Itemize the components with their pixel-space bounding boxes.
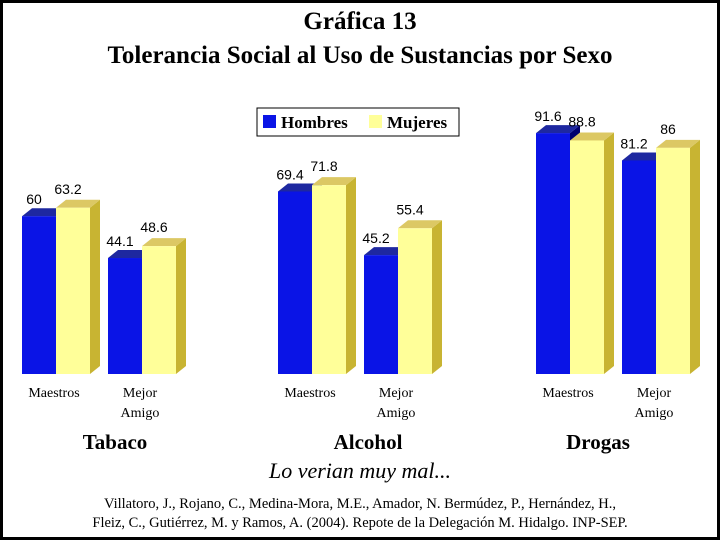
data-label-mujeres-4: 88.8: [568, 113, 595, 129]
bar-hombres-5-front: [622, 160, 656, 374]
bar-mujeres-1-front: [142, 246, 176, 374]
bar-hombres-4-front: [536, 133, 570, 374]
group-label-tabaco: Tabaco: [83, 430, 148, 454]
bar-mujeres-4-top: [570, 132, 614, 141]
group-label-drogas: Drogas: [566, 430, 630, 454]
bar-mujeres-5-top: [656, 139, 700, 148]
legend-box: [256, 107, 460, 137]
bar-mujeres-1: [142, 238, 186, 374]
data-label-hombres-2: 69.4: [276, 166, 303, 182]
bar-mujeres-4-side: [604, 132, 614, 374]
category-label-1: Mejor: [123, 386, 158, 401]
bar-mujeres-2-top: [312, 177, 356, 186]
bar-mujeres-0-side: [90, 199, 100, 374]
bar-hombres-4-top: [536, 125, 580, 134]
bar-hombres-0-top: [22, 208, 66, 217]
category-label-3: Mejor: [379, 386, 414, 401]
bar-hombres-0-front: [22, 216, 56, 374]
bar-mujeres-3-top: [398, 220, 442, 229]
bar-mujeres-3-front: [398, 228, 432, 374]
legend: Hombres Mujeres: [256, 107, 460, 137]
bar-mujeres-2-side: [346, 177, 356, 374]
legend-label-mujeres: Mujeres: [387, 113, 447, 132]
data-label-mujeres-2: 71.8: [310, 158, 337, 174]
data-label-mujeres-3: 55.4: [396, 201, 423, 217]
legend-swatch-mujeres: [369, 115, 382, 128]
category-label-0: Maestros: [28, 386, 79, 401]
data-label-hombres-1: 44.1: [106, 233, 133, 249]
data-label-mujeres-5: 86: [660, 121, 676, 137]
category-label-4: Maestros: [542, 386, 593, 401]
bar-mujeres-3-side: [432, 220, 442, 374]
bar-mujeres-0: [56, 199, 100, 374]
bar-hombres-5-top: [622, 152, 666, 161]
legend-label-hombres: Hombres: [281, 113, 348, 132]
bar-mujeres-5-front: [656, 147, 690, 374]
data-label-hombres-3: 45.2: [362, 230, 389, 246]
data-label-mujeres-0: 63.2: [54, 181, 81, 197]
category-label-5: Mejor: [637, 386, 672, 401]
data-label-hombres-5: 81.2: [620, 135, 647, 151]
data-label-hombres-0: 60: [26, 191, 42, 207]
category-label-line2-3: Amigo: [377, 406, 416, 421]
data-label-mujeres-1: 48.6: [140, 219, 167, 235]
bar-mujeres-2: [312, 177, 356, 374]
bar-hombres-3-top: [364, 247, 408, 256]
bar-mujeres-0-front: [56, 207, 90, 374]
bar-mujeres-4-front: [570, 140, 604, 374]
bar-hombres-2-front: [278, 191, 312, 374]
bar-mujeres-1-side: [176, 238, 186, 374]
chart-title: Gráfica 13: [303, 8, 417, 35]
group-label-alcohol: Alcohol: [334, 430, 403, 454]
bar-mujeres-5: [656, 139, 700, 374]
bar-mujeres-0-top: [56, 199, 100, 208]
chart-note: Lo verian muy mal...: [268, 458, 452, 483]
bar-mujeres-3: [398, 220, 442, 374]
data-label-hombres-4: 91.6: [534, 108, 561, 124]
bar-mujeres-2-front: [312, 185, 346, 374]
citation-line-1: Villatoro, J., Rojano, C., Medina-Mora, …: [104, 496, 616, 512]
bar-hombres-2-top: [278, 183, 322, 192]
category-label-line2-5: Amigo: [635, 406, 674, 421]
legend-swatch-hombres: [263, 115, 276, 128]
chart-subtitle: Tolerancia Social al Uso de Sustancias p…: [107, 42, 613, 69]
bar-mujeres-1-top: [142, 238, 186, 247]
bar-mujeres-5-side: [690, 139, 700, 374]
bar-hombres-1-front: [108, 258, 142, 374]
bar-hombres-3-front: [364, 255, 398, 374]
citation-line-2: Fleiz, C., Gutiérrez, M. y Ramos, A. (20…: [92, 515, 628, 531]
category-label-line2-1: Amigo: [121, 406, 160, 421]
category-label-2: Maestros: [284, 386, 335, 401]
bar-hombres-1-top: [108, 250, 152, 259]
bar-mujeres-4: [570, 132, 614, 374]
